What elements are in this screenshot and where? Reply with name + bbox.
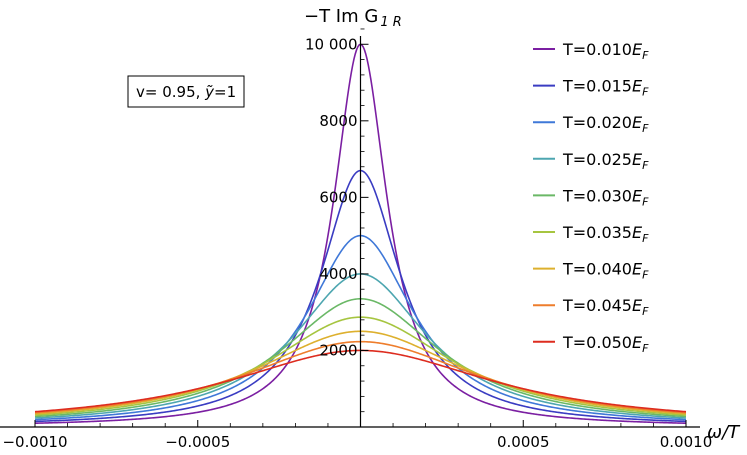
- annotation-suffix: =1: [214, 83, 236, 101]
- x-axis-title: ω/T: [707, 422, 741, 443]
- annotation-prefix: v= 0.95,: [136, 83, 205, 101]
- legend-label-1: T=0.010EF: [562, 40, 649, 62]
- x-tick-label: 0.0010: [660, 433, 713, 451]
- annotation-symbol: ỹ: [204, 83, 215, 101]
- annotation-box: [127, 75, 245, 108]
- annotation-text: v= 0.95, ỹ=1: [136, 83, 236, 101]
- legend-label-5: T=0.030EF: [562, 186, 649, 208]
- y-tick-label: 6000: [319, 188, 357, 206]
- ticks: −0.0010 −0.0005 0.0005 0.0010 2000 4000 6000 80…: [2, 28, 713, 451]
- legend-label-6: T=0.035EF: [562, 223, 649, 245]
- legend: T=0.010EF T=0.015EF T=0.020EF T=0.025EF T=0.…: [533, 40, 649, 355]
- legend-label-9: T=0.050EF: [562, 333, 649, 355]
- legend-label-2: T=0.015EF: [562, 77, 649, 99]
- x-tick-label: 0.0005: [497, 433, 550, 451]
- x-tick-label: −0.0010: [2, 433, 67, 451]
- y-axis-title-main: −T Im G: [304, 6, 378, 27]
- legend-label-8: T=0.045EF: [562, 296, 649, 318]
- legend-label-3: T=0.020EF: [562, 113, 649, 135]
- y-tick-label: 8000: [319, 112, 357, 130]
- axes: [0, 36, 700, 428]
- x-tick-label: −0.0005: [165, 433, 230, 451]
- y-tick-label: 4000: [319, 265, 357, 283]
- legend-label-7: T=0.040EF: [562, 260, 649, 282]
- y-axis-title-sub: 1 R: [380, 15, 401, 30]
- legend-label-4: T=0.025EF: [562, 150, 649, 172]
- parameter-annotation: v= 0.95, ỹ=1: [127, 75, 245, 108]
- y-tick-label: 2000: [319, 341, 357, 359]
- y-tick-label: 10 000: [305, 35, 358, 53]
